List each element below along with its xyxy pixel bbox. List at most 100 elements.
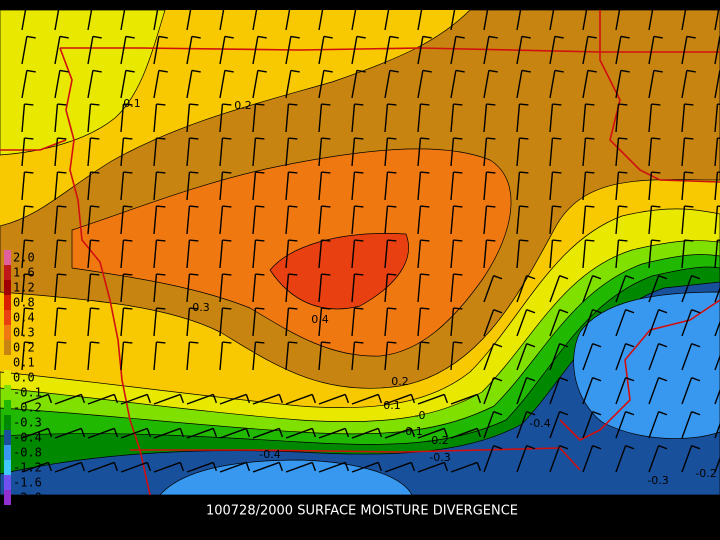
barb (516, 445, 528, 473)
barb (516, 36, 523, 65)
contour-label: -0.3 (429, 451, 450, 464)
barb (384, 240, 389, 269)
barb (384, 393, 412, 405)
barb (387, 137, 397, 140)
barb (486, 205, 496, 208)
barb (323, 1, 333, 5)
barb (54, 36, 61, 65)
barb (651, 103, 661, 106)
barb (252, 274, 257, 303)
barb (318, 308, 323, 337)
barb (318, 393, 346, 405)
barb (120, 138, 125, 167)
barb (648, 70, 655, 99)
barb (186, 393, 214, 405)
barb (321, 239, 331, 242)
barb (549, 104, 554, 133)
barb (653, 69, 663, 73)
barb (384, 308, 389, 337)
barb (681, 445, 693, 473)
barb (384, 36, 391, 65)
legend-swatch (4, 250, 11, 265)
legend-label: 2.0 (13, 251, 35, 265)
barb (21, 427, 49, 439)
barb (318, 274, 323, 303)
barb (153, 36, 160, 65)
barb (57, 103, 67, 106)
barb (526, 343, 536, 348)
barb (417, 206, 422, 235)
barb (450, 240, 455, 269)
barb (648, 206, 653, 235)
barb (288, 341, 298, 344)
barb (387, 307, 397, 310)
barb (450, 172, 455, 201)
barb (455, 1, 465, 5)
barb (516, 343, 528, 371)
barb (417, 138, 422, 167)
barb (252, 342, 257, 371)
barb (422, 69, 432, 73)
barb (354, 137, 364, 140)
barb (417, 342, 422, 371)
barb (691, 343, 701, 348)
barb (410, 428, 416, 438)
barb (186, 342, 191, 371)
legend-swatch (4, 325, 11, 340)
barb (285, 36, 292, 65)
barb (648, 445, 660, 473)
barb (389, 1, 399, 5)
contour-fills (0, 9, 720, 496)
barb (123, 205, 133, 208)
barb (453, 307, 463, 310)
barb (351, 393, 379, 405)
barb (186, 2, 193, 31)
barb (422, 35, 432, 39)
barb (222, 137, 232, 140)
barb (21, 240, 26, 269)
legend-label: 0.1 (13, 356, 35, 370)
barb (443, 428, 449, 438)
barb (87, 461, 115, 473)
barb (653, 35, 663, 39)
barb (351, 104, 356, 133)
legend-label: -0.8 (13, 446, 42, 460)
barb (384, 342, 389, 371)
barb (351, 70, 358, 99)
barb (90, 205, 100, 208)
barb (450, 342, 455, 371)
contour-label: -0.4 (529, 417, 550, 430)
barb (549, 445, 561, 473)
barb (417, 104, 422, 133)
barb (26, 1, 36, 5)
barb (552, 239, 562, 242)
barb (24, 137, 34, 140)
barb (549, 36, 556, 65)
barb (21, 104, 26, 133)
barb (351, 240, 356, 269)
barb (288, 171, 298, 174)
barb (21, 342, 26, 371)
barb (592, 411, 602, 416)
barb (255, 137, 265, 140)
barb (318, 104, 323, 133)
barb (681, 70, 688, 99)
barb (615, 206, 620, 235)
legend-label: 0.4 (13, 311, 35, 325)
barb (526, 411, 536, 416)
barb (615, 275, 627, 303)
barb (582, 70, 589, 99)
barb (354, 171, 364, 174)
barb (717, 171, 720, 174)
barb (278, 428, 284, 438)
barb (387, 273, 397, 276)
barb (257, 1, 267, 5)
barb (620, 1, 630, 5)
barb (648, 275, 660, 303)
barb (252, 393, 280, 405)
legend-label: 0.3 (13, 326, 35, 340)
barb (255, 273, 265, 276)
barb (615, 2, 622, 31)
barb (255, 307, 265, 310)
barb (582, 206, 587, 235)
